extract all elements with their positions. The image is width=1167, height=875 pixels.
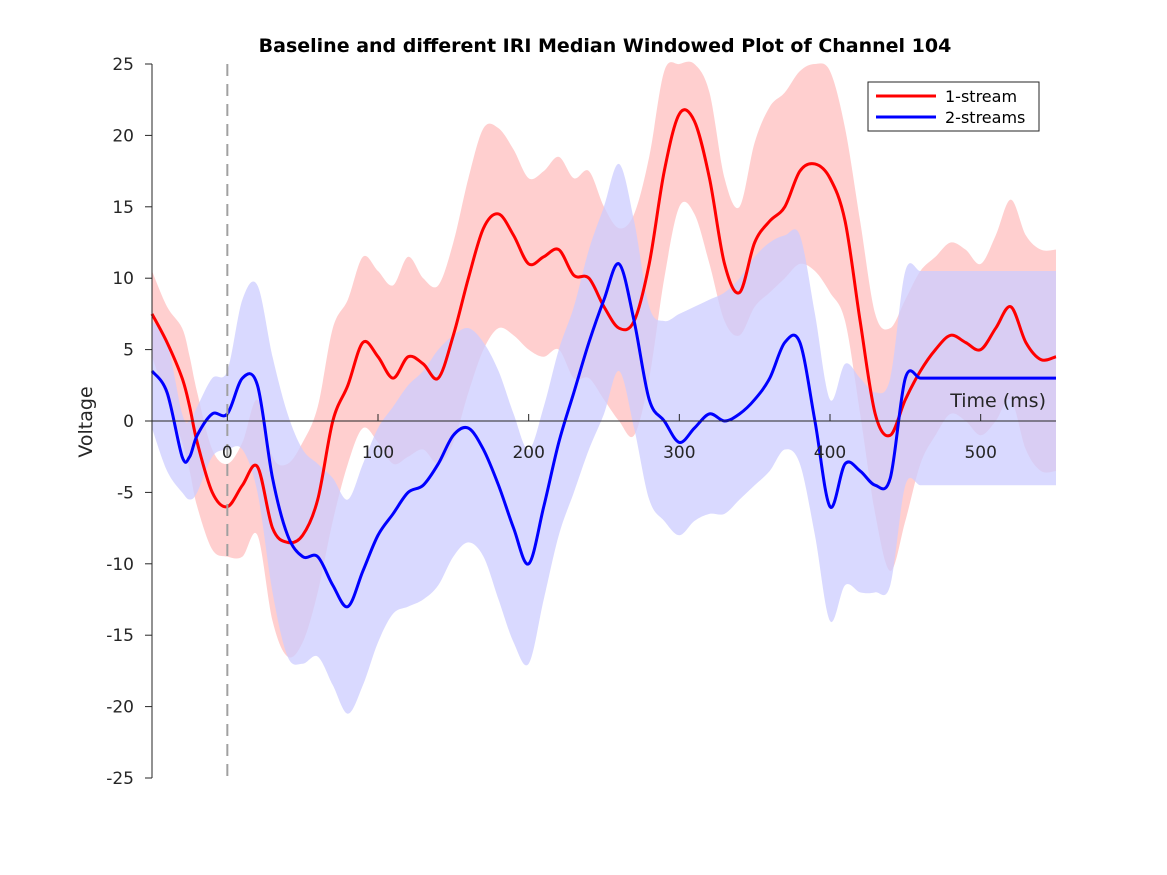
- y-tick-label: 5: [123, 341, 134, 361]
- x-tick-label: 0: [222, 443, 233, 463]
- x-tick-label: 300: [663, 443, 695, 463]
- y-tick-label: 15: [112, 198, 134, 218]
- axes: -25 -20 -15 -10 -5 0 5 10 15 20 25 0 100 200 300 400 500: [106, 55, 1056, 789]
- y-tick-label: 25: [112, 55, 134, 75]
- x-tick-label: 200: [512, 443, 544, 463]
- y-tick-label: 10: [112, 269, 134, 289]
- band-2-streams: [152, 163, 1056, 714]
- series-line-2-streams: [150, 262, 1056, 609]
- y-tick-label: 20: [112, 126, 134, 146]
- x-tick-label: 400: [814, 443, 846, 463]
- confidence-bands: [152, 61, 1056, 714]
- legend-label-2-streams: 2-streams: [945, 108, 1025, 127]
- y-tick-label: -20: [106, 698, 134, 718]
- legend-label-1-stream: 1-stream: [945, 87, 1017, 106]
- plot-area: -25 -20 -15 -10 -5 0 5 10 15 20 25 0 100 200 300 400 500: [106, 55, 1057, 789]
- y-tick-label: -5: [117, 483, 134, 503]
- series-lines: [150, 108, 1057, 609]
- y-tick-label: -15: [106, 626, 134, 646]
- x-tick-label: 100: [362, 443, 394, 463]
- y-tick-label: -25: [106, 769, 134, 789]
- y-tick-label: -10: [106, 555, 134, 575]
- y-tick-label: 0: [123, 412, 134, 432]
- legend: 1-stream 2-streams: [867, 81, 1040, 132]
- x-tick-label: 500: [964, 443, 996, 463]
- legend-box: [867, 81, 1040, 132]
- chart-title: Baseline and different IRI Median Window…: [259, 35, 952, 57]
- x-axis-label: Time (ms): [949, 390, 1046, 412]
- y-axis-label: Voltage: [75, 386, 97, 457]
